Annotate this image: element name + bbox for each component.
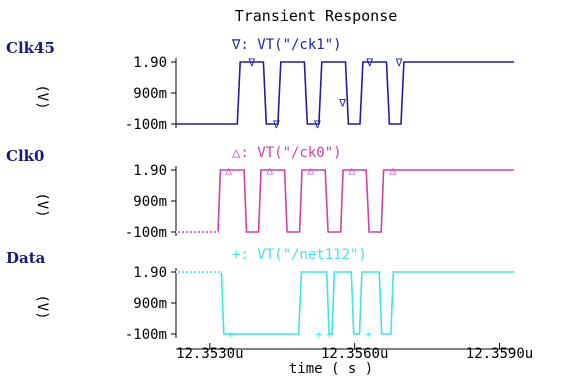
data-marker: ∇ (272, 118, 280, 131)
waveform-clk45 (176, 61, 514, 125)
x-tick-label: 12.3590u (466, 346, 533, 362)
data-marker: △ (307, 164, 314, 177)
data-marker: + (365, 328, 372, 341)
x-tick-label: 12.3530u (176, 346, 243, 362)
data-marker: △ (266, 164, 273, 177)
y-axis-label: (V) (34, 294, 50, 319)
y-tick-label: 900m (133, 86, 167, 102)
data-marker: ∇ (338, 96, 346, 109)
y-tick-label: 1.90 (133, 265, 167, 281)
y-tick-label: 1.90 (133, 55, 167, 71)
y-tick-label: 900m (133, 194, 167, 210)
y-tick-label: -100m (125, 117, 167, 133)
data-marker: △ (348, 164, 355, 177)
data-marker: ∇ (313, 118, 321, 131)
panel-name-data: Data (6, 249, 46, 267)
legend-data: +: VT("/net112") (232, 247, 367, 263)
panel-name-clk0: Clk0 (6, 147, 44, 165)
y-tick-label: 1.90 (133, 163, 167, 179)
y-tick-label: 900m (133, 296, 167, 312)
data-marker: △ (225, 164, 232, 177)
data-marker: △ (389, 164, 396, 177)
y-tick-label: -100m (125, 327, 167, 343)
panel-clk45: Clk45 1.90 900m -100m (V) ∇: VT("/ck1") ∇ ∇ ∇ ∇ ∇ ∇ (6, 37, 514, 133)
y-axis-label: (V) (34, 84, 50, 109)
x-axis: 12.3530u 12.3560u 12.3590u (176, 343, 533, 362)
waveform-clk0 (176, 169, 514, 233)
y-axis-label: (V) (34, 192, 50, 217)
data-marker: + (316, 328, 323, 341)
chart-title: Transient Response (235, 7, 398, 25)
data-marker: ∇ (395, 56, 403, 69)
data-marker: ∇ (365, 56, 373, 69)
data-marker: ∇ (247, 56, 255, 69)
legend-clk0: △: VT("/ck0") (232, 145, 342, 161)
panel-name-clk45: Clk45 (6, 39, 55, 57)
legend-clk45: ∇: VT("/ck1") (231, 37, 342, 53)
y-tick-label: -100m (125, 225, 167, 241)
waveform-data (176, 271, 514, 335)
data-marker: + (227, 328, 234, 341)
x-axis-label: time ( s ) (289, 361, 373, 377)
data-marker: + (326, 328, 333, 341)
x-tick-label: 12.3560u (321, 346, 388, 362)
